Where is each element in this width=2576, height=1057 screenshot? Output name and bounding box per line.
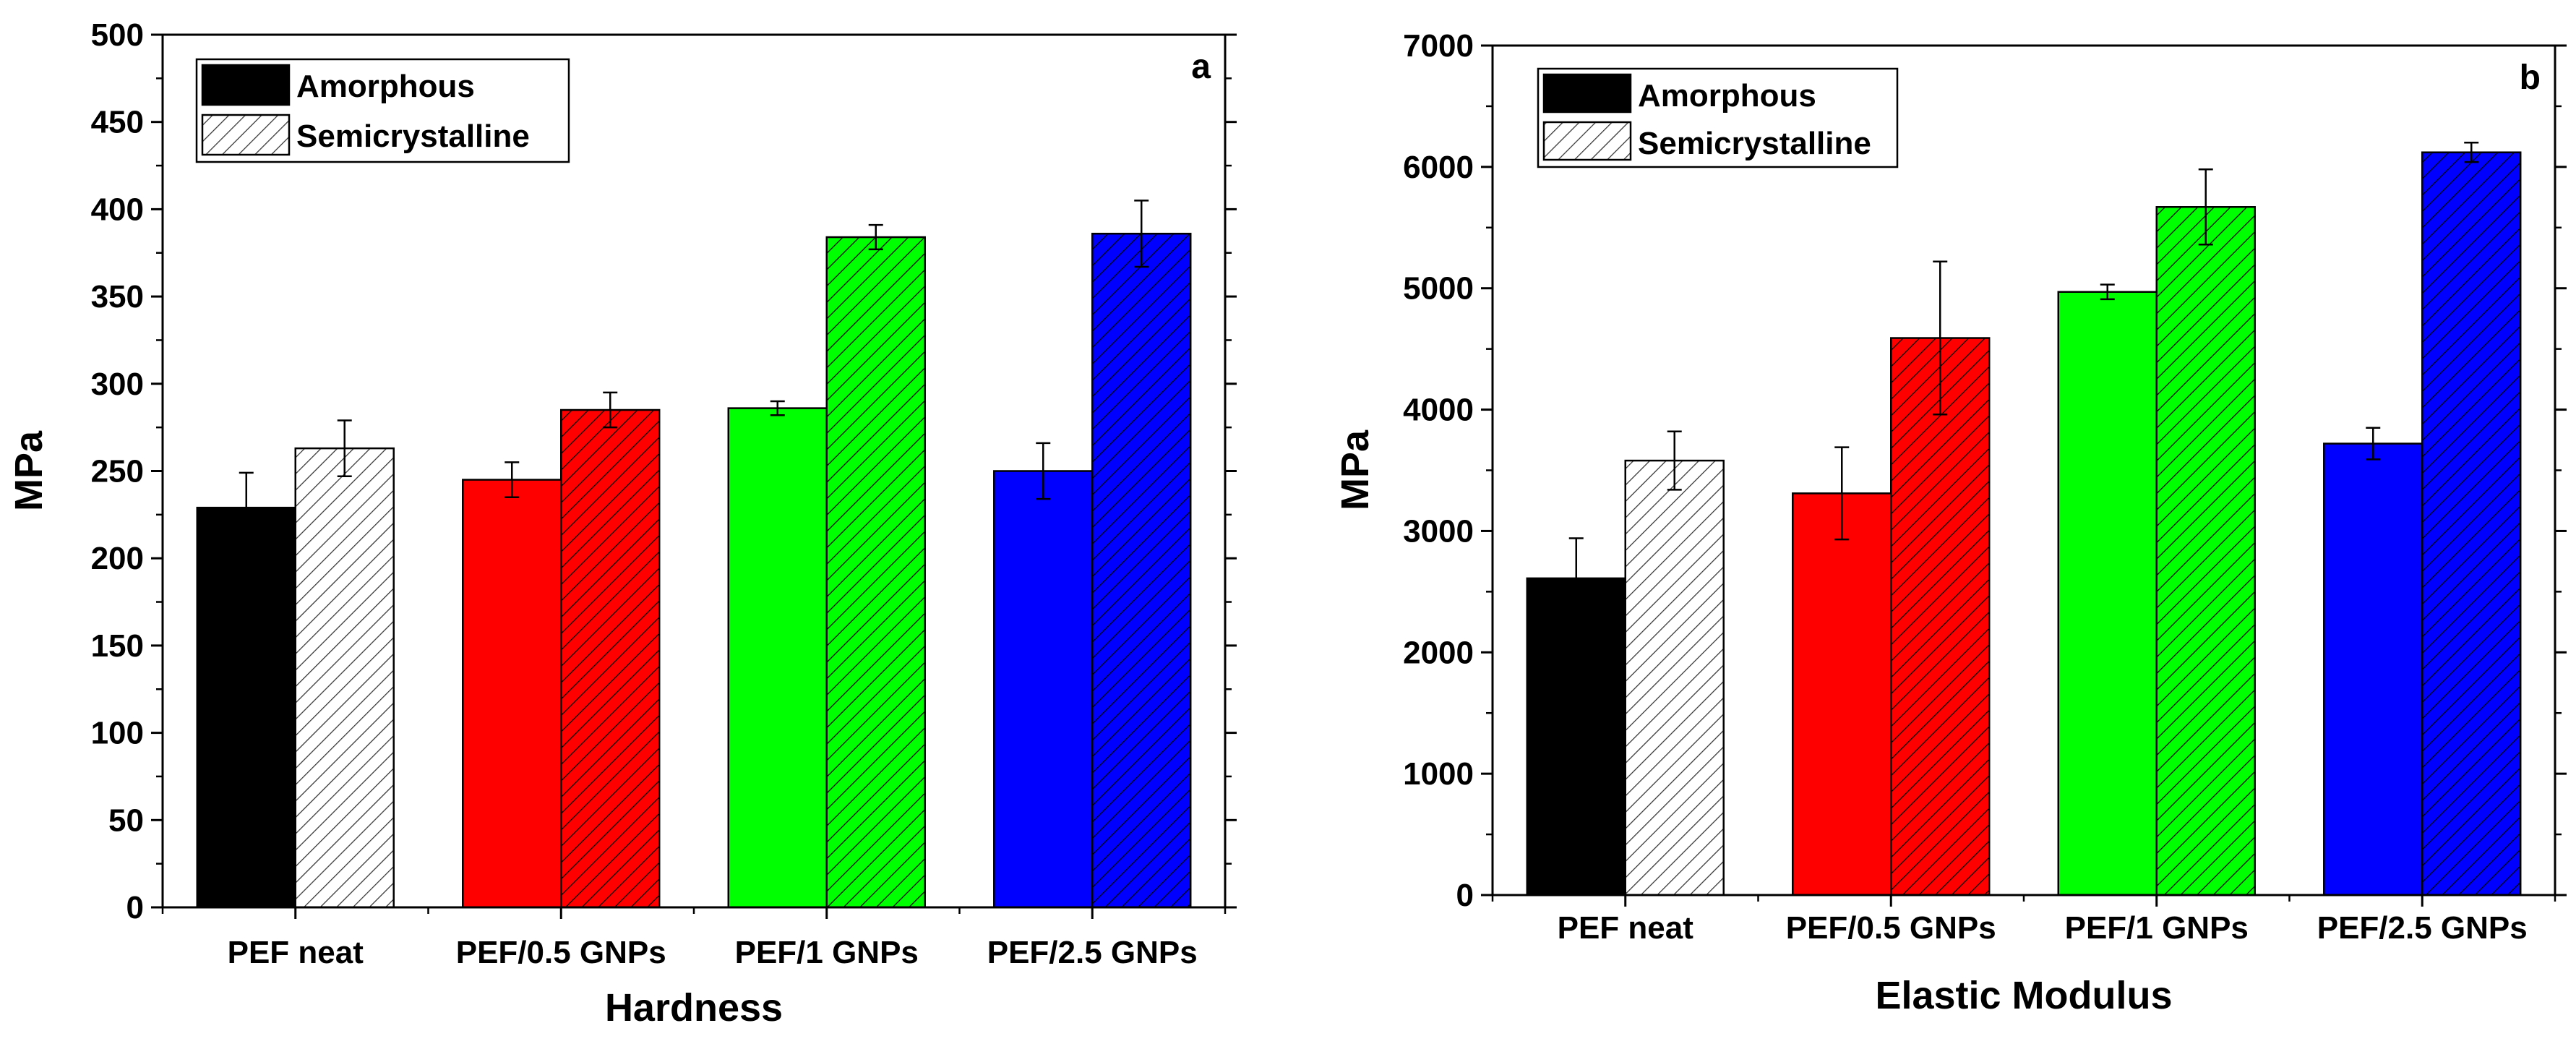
legend-swatch-semicrystalline (201, 114, 291, 156)
error-bar-0-2 (2100, 283, 2115, 301)
bar-semicrystalline-0 (1624, 459, 1725, 896)
bar-semicrystalline-0 (294, 447, 395, 909)
bar-semicrystalline-2 (825, 236, 926, 909)
panel-label: b (2520, 59, 2541, 97)
error-bar-1-3 (2464, 142, 2479, 163)
chart-hardness: 0 50 100 150 200 250 300 350 400 450 500 PEF neat PE… (7, 17, 1237, 1030)
error-bar-1-0 (337, 419, 352, 477)
y-tick-label: 5000 (1403, 271, 1474, 307)
y-tick-label: 200 (91, 541, 144, 576)
error-bar-0-3 (2366, 427, 2381, 461)
bar-semicrystalline-1 (1890, 337, 1991, 896)
x-tick-label: PEF/0.5 GNPs (456, 935, 666, 970)
bar-amorphous-1 (1792, 492, 1892, 896)
bar-amorphous-2 (727, 407, 828, 909)
x-tick-label: PEF/1 GNPs (735, 935, 919, 970)
error-bar-0-2 (770, 400, 785, 416)
x-axis-title: Elastic Modulus (1875, 974, 2172, 1017)
legend-label-semicrystalline: Semicrystalline (1638, 126, 1871, 161)
legend: Amorphous Semicrystalline (195, 58, 570, 163)
x-tick-label: PEF/0.5 GNPs (1786, 910, 1996, 946)
error-bar-1-2 (868, 223, 883, 251)
legend-label-amorphous: Amorphous (1638, 78, 1816, 114)
bar-semicrystalline-3 (2421, 151, 2522, 896)
y-tick-label: 7000 (1403, 28, 1474, 64)
bar-amorphous-0 (1526, 577, 1626, 896)
error-bar-0-1 (505, 461, 520, 498)
bar-amorphous-3 (993, 470, 1094, 909)
y-tick-label: 0 (1456, 878, 1474, 913)
x-axis-title: Hardness (605, 986, 783, 1030)
y-tick-label: 2000 (1403, 635, 1474, 670)
panel-label: a (1191, 48, 1211, 86)
y-tick-label: 400 (91, 192, 144, 227)
y-tick-label: 6000 (1403, 150, 1474, 185)
y-axis-title: MPa (1334, 429, 1377, 510)
y-tick-label: 4000 (1403, 393, 1474, 428)
legend-swatch-amorphous (201, 64, 291, 106)
legend: Amorphous Semicrystalline (1537, 67, 1899, 168)
error-bar-1-2 (2198, 168, 2213, 246)
y-tick-label: 50 (108, 803, 144, 838)
legend-label-semicrystalline: Semicrystalline (296, 119, 530, 154)
y-axis-title: MPa (7, 430, 51, 511)
x-tick-label: PEF/2.5 GNPs (2317, 910, 2528, 946)
legend-swatch-amorphous (1542, 73, 1632, 114)
y-tick-label: 150 (91, 628, 144, 664)
error-bar-1-1 (1933, 260, 1948, 416)
bar-amorphous-3 (2323, 442, 2423, 896)
bar-amorphous-1 (462, 479, 562, 909)
x-tick-label: PEF/2.5 GNPs (987, 935, 1198, 970)
bar-semicrystalline-1 (560, 408, 661, 909)
legend-label-amorphous: Amorphous (296, 69, 475, 104)
error-bar-1-0 (1667, 430, 1682, 491)
legend-swatch-semicrystalline (1542, 121, 1632, 161)
error-bar-0-0 (239, 471, 254, 544)
error-bar-1-1 (603, 391, 618, 429)
x-tick-label: PEF neat (1558, 910, 1694, 946)
bar-amorphous-0 (196, 506, 296, 909)
y-tick-label: 1000 (1403, 756, 1474, 792)
y-tick-label: 250 (91, 454, 144, 489)
bar-amorphous-2 (2057, 291, 2158, 896)
error-bar-1-3 (1134, 200, 1149, 268)
error-bar-0-3 (1036, 442, 1051, 500)
x-tick-label: PEF neat (228, 935, 364, 970)
x-tick-label: PEF/1 GNPs (2065, 910, 2249, 946)
bar-semicrystalline-2 (2155, 206, 2256, 896)
y-tick-label: 450 (91, 105, 144, 140)
y-tick-label: 0 (126, 890, 144, 925)
y-tick-label: 100 (91, 716, 144, 751)
bar-semicrystalline-3 (1091, 232, 1192, 909)
y-tick-label: 350 (91, 279, 144, 314)
y-tick-label: 300 (91, 367, 144, 402)
y-tick-label: 500 (91, 17, 144, 53)
error-bar-0-1 (1834, 446, 1850, 541)
chart-elastic-modulus: 0 1000 2000 3000 4000 5000 6000 7000 PEF neat PEF… (1334, 28, 2567, 1017)
error-bar-0-0 (1568, 537, 1584, 620)
y-tick-label: 3000 (1403, 513, 1474, 549)
